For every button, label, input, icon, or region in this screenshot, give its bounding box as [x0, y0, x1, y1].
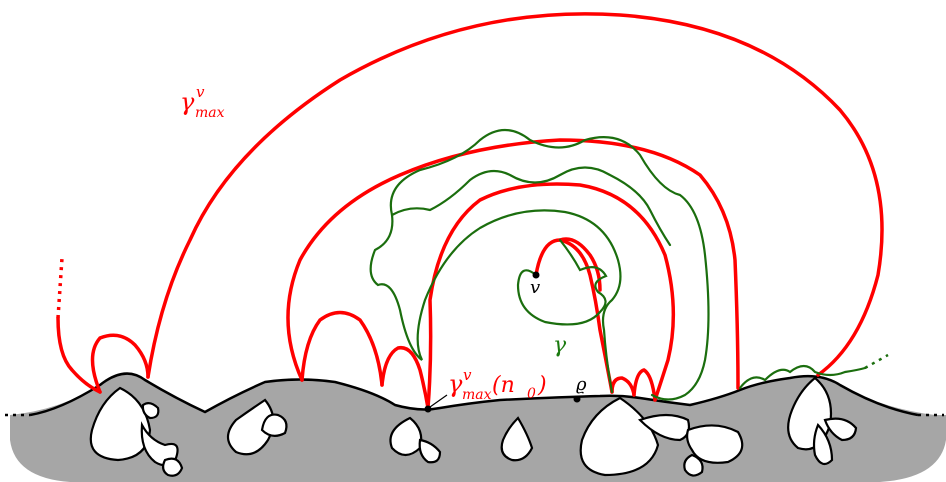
label-gamma-max: γ — [180, 88, 195, 116]
point-n0-dot — [424, 405, 432, 413]
inner-arch — [426, 182, 676, 410]
left-stub — [56, 316, 102, 394]
left-stub-dots — [56, 257, 64, 319]
bubble-4 — [161, 457, 184, 477]
green-right-dots — [864, 353, 889, 370]
bubble-13 — [683, 453, 704, 477]
label-gamma-max-n0-sup: v — [463, 366, 472, 384]
small-loop-1 — [610, 376, 636, 397]
bubble-2 — [140, 421, 179, 467]
green-right-tail — [738, 364, 867, 390]
innermost-arch — [534, 238, 614, 394]
label-vertex-v: v — [530, 277, 540, 298]
bubble-6 — [260, 413, 288, 437]
bubble-15 — [812, 422, 834, 466]
small-loop-2 — [632, 368, 657, 402]
gamma-max-outer — [146, 12, 884, 379]
label-root-rho: ϱ — [576, 374, 587, 395]
label-gamma-max-n0-sub: max — [462, 387, 492, 403]
red-curves — [56, 12, 884, 410]
label-gamma-green: γ — [553, 333, 567, 358]
bubbles — [89, 376, 858, 477]
bubble-16 — [823, 417, 858, 442]
green-inner-wave — [390, 166, 672, 247]
label-gamma-max-sup: v — [196, 83, 205, 101]
left-loop — [90, 333, 150, 394]
gamma-green-path — [369, 128, 710, 401]
n0-pointer — [429, 394, 448, 408]
vertex-v-dot — [532, 271, 540, 279]
ground-boundary — [29, 372, 919, 417]
label-gamma-max-n0: γ — [448, 370, 463, 398]
bubble-12 — [686, 424, 744, 464]
loop-330 — [300, 310, 384, 387]
mid-arch — [286, 138, 740, 390]
label-gamma-max-n0-close: ) — [537, 373, 547, 398]
bubble-3 — [141, 401, 160, 420]
loop-398 — [380, 345, 430, 410]
label-gamma-max-n0-arg-sub: 0 — [527, 386, 536, 402]
bubble-8 — [418, 438, 442, 464]
label-gamma-max-n0-arg: (n — [492, 373, 515, 398]
bubble-7 — [389, 416, 423, 457]
green-curves — [369, 128, 867, 401]
label-gamma-max-sub: max — [195, 105, 225, 121]
bubble-9 — [500, 416, 534, 462]
root-rho-dot — [573, 395, 581, 403]
